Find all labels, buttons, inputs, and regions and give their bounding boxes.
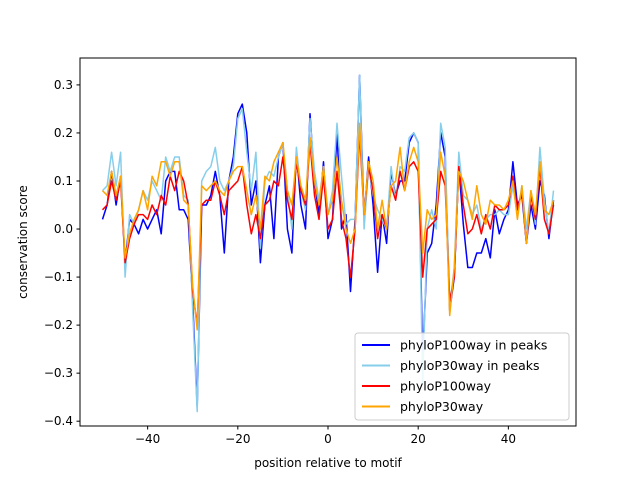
legend-box — [354, 332, 570, 421]
y-tick-label: −0.1 — [44, 270, 73, 284]
y-tick-label: 0.2 — [54, 126, 73, 140]
x-tick-label: 20 — [411, 432, 426, 446]
y-axis-label: conservation score — [16, 185, 30, 299]
legend-label: phyloP100way — [400, 379, 492, 394]
x-tick-label: −40 — [135, 432, 160, 446]
series-line-4 — [101, 122, 555, 331]
y-tick-label: 0.1 — [54, 174, 73, 188]
legend-label: phyloP30way — [400, 399, 484, 414]
legend-label: phyloP100way in peaks — [400, 338, 547, 353]
legend: phyloP100way in peaks phyloP30way in peak… — [354, 332, 570, 421]
series-line-1 — [101, 74, 555, 408]
y-tick-label: −0.3 — [44, 366, 73, 380]
legend-label: phyloP30way in peaks — [400, 358, 539, 373]
x-tick-label: −20 — [225, 432, 250, 446]
x-tick-label: 0 — [324, 432, 332, 446]
x-axis-label: position relative to motif — [254, 456, 402, 470]
x-tick-label: 40 — [501, 432, 516, 446]
y-tick-label: −0.4 — [44, 414, 73, 428]
y-tick-label: 0.0 — [54, 222, 73, 236]
y-tick-label: −0.2 — [44, 318, 73, 332]
series-line-3 — [101, 132, 555, 326]
y-tick-label: 0.3 — [54, 78, 73, 92]
